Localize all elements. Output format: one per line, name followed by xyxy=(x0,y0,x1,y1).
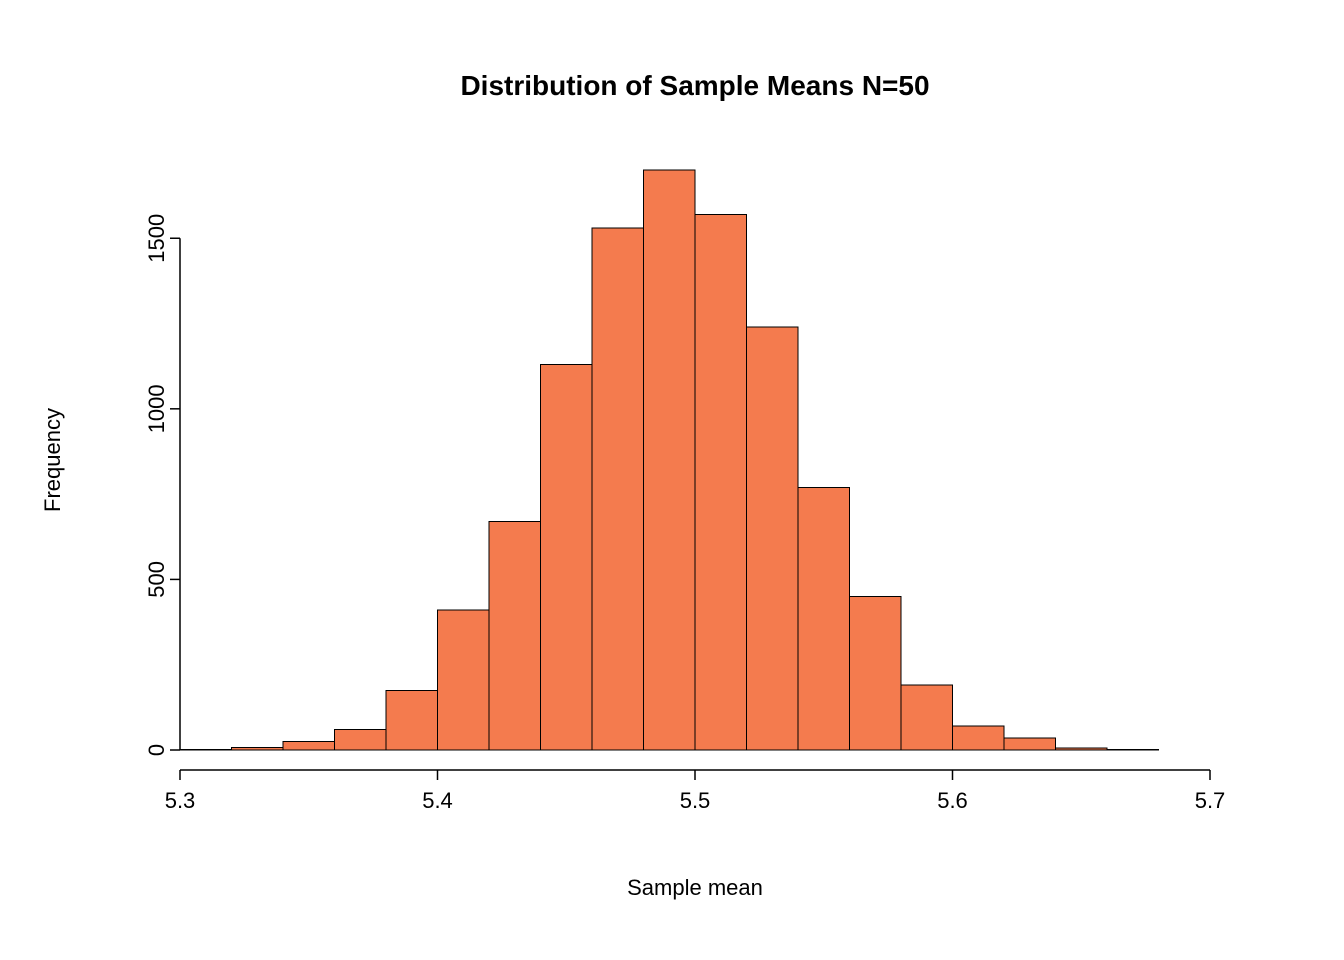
x-axis-tick-label: 5.6 xyxy=(937,788,968,813)
histogram-bar xyxy=(541,364,593,750)
histogram-bar xyxy=(489,521,541,750)
histogram-bar xyxy=(1004,738,1056,750)
y-axis-tick-label: 500 xyxy=(144,561,169,598)
histogram-bar xyxy=(850,596,902,750)
histogram-bar xyxy=(695,214,747,750)
chart-title: Distribution of Sample Means N=50 xyxy=(460,70,929,101)
histogram-bar xyxy=(953,726,1005,750)
histogram-bar xyxy=(1107,749,1159,750)
histogram-bar xyxy=(747,327,799,750)
histogram-bar xyxy=(335,730,387,750)
histogram-chart: Distribution of Sample Means N=50 0 500 100… xyxy=(0,0,1344,960)
histogram-bar xyxy=(180,749,232,750)
histogram-bar xyxy=(283,741,335,750)
y-axis-tick-label: 1500 xyxy=(144,214,169,263)
histogram-bar xyxy=(798,487,850,750)
x-axis-tick-label: 5.5 xyxy=(680,788,711,813)
x-axis-tick-label: 5.4 xyxy=(422,788,453,813)
x-axis-tick-label: 5.7 xyxy=(1195,788,1226,813)
histogram-bar xyxy=(386,690,438,750)
histogram-bar xyxy=(901,685,953,750)
y-axis-tick-label: 1000 xyxy=(144,384,169,433)
x-axis-tick-label: 5.3 xyxy=(165,788,196,813)
histogram-bar xyxy=(644,170,696,750)
histogram-bar xyxy=(1056,748,1108,750)
histogram-bar xyxy=(592,228,644,750)
histogram-bar xyxy=(232,747,284,750)
y-axis-label: Frequency xyxy=(40,408,65,512)
y-axis-tick-label: 0 xyxy=(144,744,169,756)
x-axis-label: Sample mean xyxy=(627,875,763,900)
histogram-bar xyxy=(438,610,490,750)
